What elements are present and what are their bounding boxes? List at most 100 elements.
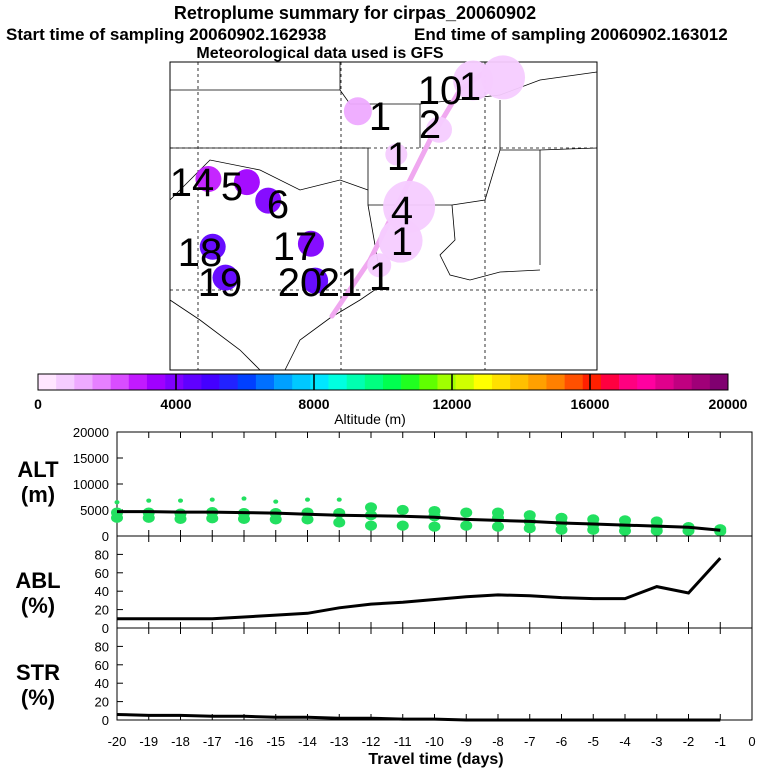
- colorbar-swatch: [473, 374, 493, 390]
- panel-alt: ALT(m) 0 5000 10000 15000 20000: [17, 425, 753, 544]
- colorbar-tick-label: 12000: [433, 396, 472, 412]
- x-tick-label: -1: [714, 734, 726, 749]
- x-tick-label: -5: [587, 734, 599, 749]
- colorbar-swatch: [74, 374, 93, 390]
- plume-day-label: 20: [278, 261, 323, 305]
- x-tick-label: -4: [619, 734, 631, 749]
- alt-point: [523, 510, 536, 521]
- colorbar-frame: [37, 373, 729, 391]
- colorbar-tick-label: 4000: [160, 396, 191, 412]
- x-tick-label: -18: [171, 734, 190, 749]
- colorbar-swatch: [346, 374, 366, 390]
- plume-day-label: 5: [221, 165, 243, 209]
- colorbar-swatch: [364, 374, 384, 390]
- colorbar-swatch: [274, 374, 293, 390]
- plume-day-label: 10: [418, 69, 463, 113]
- altitude-colorbar: 0 4000 8000 12000 16000 20000: [34, 373, 748, 412]
- x-axis-label: Travel time (days): [368, 751, 503, 768]
- colorbar-swatch: [292, 374, 311, 390]
- y-tick-label: 5000: [80, 503, 109, 518]
- alt-point: [428, 505, 441, 517]
- alt-point: [146, 498, 152, 503]
- y-tick-label: 0: [102, 621, 109, 636]
- colorbar-swatch: [510, 374, 529, 390]
- panel-unit: (%): [21, 685, 55, 710]
- colorbar-swatch: [219, 374, 239, 390]
- alt-point: [619, 515, 631, 526]
- border-mx: [169, 299, 261, 371]
- colorbar-swatch: [56, 374, 75, 390]
- plume-day-label: 14: [170, 161, 215, 205]
- plume-day-label: 18: [178, 231, 223, 275]
- alt-point: [492, 521, 504, 532]
- colorbar-swatch: [564, 374, 584, 390]
- y-tick-label: 0: [102, 529, 109, 544]
- x-tick-label: -17: [203, 734, 222, 749]
- plume-blob: [426, 116, 453, 143]
- colorbar-swatch: [455, 374, 475, 390]
- alt-point: [587, 514, 600, 525]
- plume-blob: [302, 267, 329, 294]
- alt-point: [305, 497, 310, 502]
- figure-title: Retroplume summary for cirpas_20060902: [173, 3, 537, 23]
- plume-blob: [255, 187, 282, 214]
- x-tick-label: -3: [651, 734, 663, 749]
- colorbar-swatch: [546, 374, 565, 390]
- x-tick-label: -9: [460, 734, 472, 749]
- colorbar-swatch: [528, 374, 547, 390]
- colorbar-swatch: [383, 374, 402, 390]
- alt-point: [492, 507, 504, 518]
- x-tick-label: -2: [683, 734, 695, 749]
- colorbar-swatch: [691, 374, 711, 390]
- plume-day-label: 21: [318, 261, 363, 305]
- plume-blob: [233, 169, 260, 196]
- colorbar-tick-label: 20000: [709, 396, 748, 412]
- x-tick-label: -10: [425, 734, 444, 749]
- panel-name: ABL: [15, 568, 60, 593]
- colorbar-swatch: [165, 374, 184, 390]
- series-line: [117, 510, 721, 532]
- start-time-label: Start time of sampling 20060902.162938: [6, 25, 327, 44]
- x-tick-label: -7: [524, 734, 536, 749]
- y-tick-label: 10000: [73, 477, 109, 492]
- x-tick-label: -15: [266, 734, 285, 749]
- alt-point: [209, 497, 215, 502]
- panel-str: STR(%) 0 20 40 60 80: [16, 627, 753, 728]
- panel-frame: [116, 535, 753, 629]
- colorbar-swatch: [655, 374, 674, 390]
- panel-unit: (m): [21, 482, 55, 507]
- x-tick-label: -12: [362, 734, 381, 749]
- x-tick-label: 0: [748, 734, 755, 749]
- state-border-ks-mo: [339, 89, 421, 148]
- colorbar-swatch: [328, 374, 347, 390]
- y-tick-label: 20: [95, 695, 109, 710]
- alt-point: [396, 504, 409, 516]
- colorbar-swatch: [110, 374, 130, 390]
- plume-day-label: 1: [369, 255, 391, 299]
- plume-day-label: 1: [459, 65, 481, 109]
- plume-blob: [385, 143, 408, 166]
- colorbar-swatch: [637, 374, 656, 390]
- x-tick-label: -20: [108, 734, 127, 749]
- plume-day-label: 19: [198, 261, 243, 305]
- plume-day-label: 1: [387, 135, 409, 179]
- y-tick-label: 15000: [73, 451, 109, 466]
- plume-day-label: 1: [369, 95, 391, 139]
- colorbar-swatch: [183, 374, 202, 390]
- colorbar-swatch: [92, 374, 111, 390]
- plume-blobs: [195, 55, 526, 294]
- met-data-label: Meteorological data used is GFS: [196, 45, 444, 62]
- alt-point: [365, 502, 377, 513]
- colorbar-swatch: [255, 374, 275, 390]
- colorbar-swatch: [600, 374, 620, 390]
- colorbar-tick-label: 8000: [298, 396, 329, 412]
- colorbar-swatch: [582, 374, 602, 390]
- colorbar-swatch: [437, 374, 456, 390]
- colorbar-swatch: [401, 374, 420, 390]
- colorbar-swatch: [128, 374, 148, 390]
- alt-point: [650, 516, 663, 527]
- end-time-label: End time of sampling 20060902.163012: [414, 25, 728, 44]
- alt-point: [174, 508, 187, 519]
- plume-blob: [378, 218, 423, 263]
